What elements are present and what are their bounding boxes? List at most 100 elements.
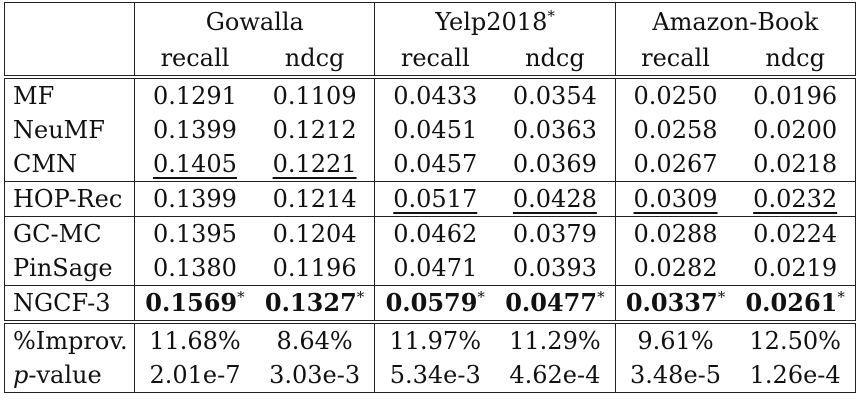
metric-header: ndcg [735, 41, 857, 79]
metric-cell: 0.1221 [254, 147, 376, 182]
metric-value: 0.0200 [753, 116, 838, 144]
metric-cell: 0.1327* [254, 285, 376, 324]
metric-header: ndcg [254, 41, 376, 79]
metric-cell: 0.0267 [615, 147, 736, 182]
group-header-gowalla: Gowalla [134, 2, 376, 41]
group-label: Yelp2018 [435, 8, 548, 36]
metric-value: 0.0477 [505, 288, 598, 317]
significance-mark: * [597, 288, 605, 306]
metric-cell: 0.0369 [495, 147, 616, 182]
model-name: GC-MC [3, 216, 136, 251]
metric-value: 0.1327 [264, 288, 357, 317]
metric-value: 0.1395 [152, 220, 237, 248]
model-name: PinSage [3, 251, 136, 286]
metric-header: recall [134, 41, 255, 79]
metric-cell: 0.0288 [615, 217, 735, 252]
metric-cell: 0.0393 [495, 251, 616, 286]
metric-value: 0.0457 [393, 150, 478, 178]
stats-cell: 4.62e-4 [495, 358, 616, 393]
metric-value: 0.1196 [272, 254, 357, 282]
significance-mark: * [356, 288, 365, 306]
metric-cell: 0.1204 [254, 216, 376, 251]
stats-name: %Improv. [3, 322, 136, 358]
metric-header-row: recall ndcg recall ndcg recall ndcg [3, 41, 857, 79]
metric-cell: 0.0218 [735, 147, 857, 182]
metric-cell: 0.1569* [134, 285, 255, 324]
metric-value: 0.0451 [393, 116, 478, 144]
stats-cell: 2.01e-7 [134, 358, 255, 393]
metric-cell: 0.0579* [374, 285, 496, 324]
metric-value: 0.0369 [512, 150, 597, 178]
metric-value: 0.0282 [633, 254, 718, 282]
results-body: MF 0.1291 0.1109 0.0433 0.0354 0.0250 0.0196 Ne… [3, 77, 857, 393]
group-sup: * [547, 7, 555, 25]
metric-cell: 0.0282 [615, 251, 736, 286]
metric-value: 0.0258 [633, 116, 718, 144]
metric-cell: 0.1196 [254, 251, 376, 286]
metric-header: recall [615, 41, 736, 79]
metric-value: 0.0354 [512, 82, 597, 110]
metric-value: 0.0379 [512, 220, 597, 248]
results-table: Gowalla Yelp2018* Amazon-Book recall ndc… [3, 2, 857, 393]
metric-cell: 0.0517 [374, 181, 496, 217]
model-row: NeuMF 0.1399 0.1212 0.0451 0.0363 0.0258 0.020… [3, 113, 857, 147]
metric-value: 0.0517 [393, 185, 478, 213]
metric-value: 0.1405 [152, 150, 237, 178]
metric-value: 0.1109 [272, 82, 357, 110]
stats-cell: 3.48e-5 [615, 358, 736, 393]
model-name: HOP-Rec [3, 181, 136, 217]
stats-cell: 3.03e-3 [254, 358, 376, 393]
model-name: MF [3, 77, 136, 113]
stats-name: p-value [3, 358, 136, 393]
metric-cell: 0.0258 [615, 113, 735, 147]
stats-cell: 11.68% [149, 327, 241, 355]
model-row: HOP-Rec 0.1399 0.1214 0.0517 0.0428 0.0309 0.0… [3, 181, 857, 217]
metric-cell: 0.1380 [134, 251, 255, 286]
metric-value: 0.0261 [745, 288, 838, 317]
metric-value: 0.1569 [145, 288, 238, 317]
stats-cell: 9.61% [637, 327, 714, 355]
metric-value: 0.1204 [272, 220, 357, 248]
metric-value: 0.1221 [272, 150, 357, 178]
metric-cell: 0.0428 [495, 181, 616, 217]
metric-value: 0.1399 [152, 116, 237, 144]
metric-cell: 0.0477* [495, 285, 616, 324]
metric-cell: 0.0309 [615, 181, 736, 217]
stats-cell: 5.34e-3 [374, 358, 496, 393]
stats-cell: 11.29% [495, 322, 616, 358]
metric-value: 0.1214 [272, 185, 357, 213]
metric-value: 0.0232 [753, 185, 838, 213]
metric-cell: 0.0250 [615, 77, 735, 113]
metric-value: 0.0250 [633, 82, 718, 110]
metric-value: 0.0196 [753, 82, 838, 110]
metric-value: 0.0363 [512, 116, 597, 144]
model-row: MF 0.1291 0.1109 0.0433 0.0354 0.0250 0.0196 [3, 77, 857, 113]
significance-mark: * [717, 288, 726, 306]
model-row: PinSage 0.1380 0.1196 0.0471 0.0393 0.0282 0.0… [3, 251, 857, 286]
corner-cell-lower [3, 41, 136, 79]
stats-name-rest: -value [28, 361, 102, 389]
significance-mark: * [477, 288, 485, 306]
metric-cell: 0.0261* [735, 285, 857, 324]
model-name: NGCF-3 [3, 285, 136, 324]
metric-value: 0.1291 [152, 82, 237, 110]
metric-cell: 0.0471 [374, 251, 496, 286]
metric-header: ndcg [495, 41, 616, 79]
stats-row: p-value 2.01e-7 3.03e-3 5.34e-3 4.62e-4 3.48e… [3, 358, 857, 393]
metric-value: 0.0288 [633, 220, 718, 248]
group-label: Amazon-Book [652, 8, 819, 36]
metric-value: 0.0393 [512, 254, 597, 282]
stats-cell: 8.64% [254, 322, 376, 358]
metric-cell: 0.0462 [375, 217, 495, 252]
model-name: NeuMF [3, 113, 136, 147]
metric-value: 0.0267 [633, 150, 718, 178]
metric-cell: 0.0363 [495, 113, 616, 147]
metric-cell: 0.0224 [735, 216, 857, 251]
metric-cell: 0.1395 [135, 217, 255, 252]
significance-mark: * [837, 288, 845, 306]
metric-value: 0.1212 [272, 116, 357, 144]
group-header-amazon-book: Amazon-Book [615, 2, 857, 41]
metric-cell: 0.1399 [135, 113, 255, 147]
metric-cell: 0.1291 [135, 77, 255, 113]
